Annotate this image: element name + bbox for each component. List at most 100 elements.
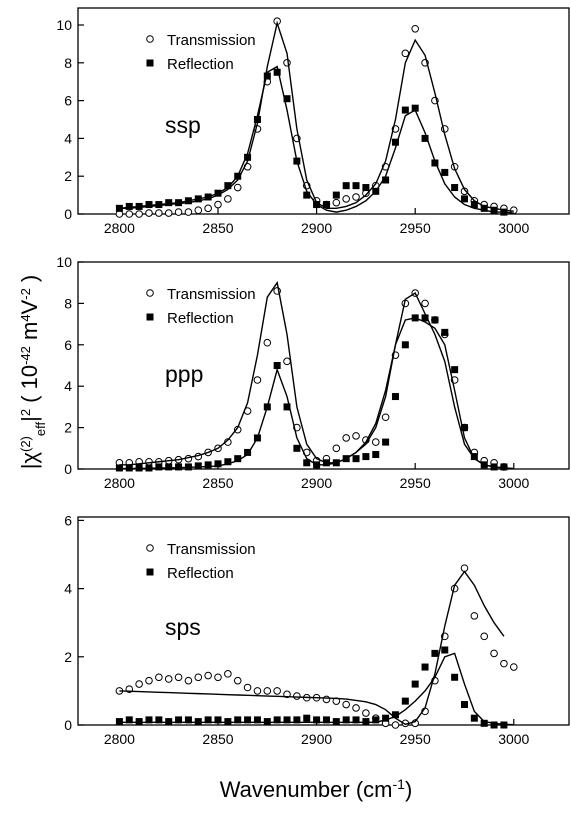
y-axis-label-part: (2): [18, 436, 33, 452]
x-tick-label: 2900: [301, 220, 332, 236]
data-point: [283, 403, 291, 411]
data-point: [224, 458, 232, 466]
fit-line: [119, 20, 514, 212]
data-point: [411, 680, 419, 688]
data-point: [451, 184, 459, 192]
data-point: [283, 95, 291, 103]
data-point: [382, 176, 390, 184]
data-point: [421, 314, 429, 322]
data-point: [451, 366, 459, 374]
data-point: [362, 184, 370, 192]
data-point: [332, 191, 340, 199]
x-tick-label: 2950: [400, 731, 431, 747]
data-point: [480, 632, 489, 641]
data-point: [214, 673, 222, 682]
data-point: [332, 198, 341, 207]
x-tick-label: 2800: [104, 475, 135, 491]
data-point: [342, 700, 350, 709]
data-point: [184, 208, 193, 216]
data-point: [431, 159, 439, 167]
legend-marker: [146, 313, 154, 321]
data-point: [273, 362, 281, 369]
y-tick-label: 10: [56, 17, 72, 33]
legend-marker: [146, 544, 154, 552]
y-axis-label-part: eff: [33, 422, 48, 437]
data-point: [135, 680, 143, 688]
legend-label: Reflection: [167, 310, 234, 327]
data-point: [165, 199, 173, 207]
data-point: [342, 182, 350, 190]
data-point: [283, 59, 291, 67]
data-point: [244, 448, 252, 456]
y-tick-label: 6: [64, 512, 72, 528]
data-point: [460, 195, 468, 203]
x-tick-label: 2800: [104, 731, 135, 747]
data-point: [470, 453, 478, 461]
legend-label: Transmission: [167, 541, 256, 558]
data-point: [155, 463, 163, 471]
data-point: [382, 438, 390, 446]
data-point: [303, 714, 311, 722]
data-point: [233, 183, 242, 192]
fit-line: [119, 317, 514, 470]
data-point: [273, 687, 281, 695]
data-point: [164, 675, 173, 683]
data-point: [115, 718, 123, 726]
y-tick-label: 0: [64, 461, 72, 477]
data-point: [204, 204, 212, 213]
data-point: [431, 649, 439, 657]
y-axis-label-part: V: [17, 299, 42, 314]
data-point: [470, 714, 478, 722]
data-point: [342, 716, 350, 724]
fit-line: [119, 65, 514, 214]
data-point: [293, 716, 301, 724]
data-point: [401, 341, 409, 349]
data-point: [224, 182, 232, 190]
data-point: [490, 649, 498, 658]
data-point: [164, 209, 173, 217]
data-point: [244, 153, 252, 161]
data-point: [263, 72, 271, 80]
data-point: [411, 24, 419, 33]
fit-line: [119, 570, 505, 726]
data-point: [155, 209, 163, 217]
y-axis-label-part: ( 10: [17, 365, 42, 409]
data-point: [322, 201, 330, 209]
data-point: [214, 716, 222, 724]
data-point: [293, 444, 301, 452]
panel-label: ppp: [165, 361, 203, 387]
plot-frame: [77, 516, 570, 726]
data-point: [243, 683, 252, 692]
data-point: [490, 206, 498, 214]
data-point: [401, 49, 410, 58]
data-point: [401, 106, 409, 114]
legend-label: Transmission: [167, 32, 256, 49]
y-tick-label: 2: [64, 168, 72, 184]
y-tick-label: 0: [64, 717, 72, 733]
data-point: [322, 716, 330, 724]
data-point: [115, 464, 123, 472]
data-point: [421, 663, 429, 671]
y-tick-label: 4: [64, 130, 72, 146]
x-axis-label-part: ): [405, 777, 412, 802]
x-tick-label: 3000: [498, 220, 529, 236]
data-point: [244, 716, 252, 724]
data-point: [431, 316, 439, 324]
y-axis-label: |χ(2)eff|2 ( 10-42 m4V-2 ): [17, 275, 48, 470]
data-point: [460, 701, 468, 709]
data-point: [342, 195, 350, 203]
data-point: [175, 716, 183, 724]
x-tick-label: 2850: [202, 220, 233, 236]
data-point: [214, 460, 222, 468]
data-point: [293, 692, 301, 700]
legend-label: Transmission: [167, 286, 256, 303]
data-point: [145, 457, 153, 466]
data-point: [391, 711, 399, 719]
data-point: [470, 201, 478, 209]
data-point: [352, 704, 360, 712]
fit-line: [119, 652, 514, 726]
data-point: [391, 393, 399, 401]
data-point: [441, 168, 449, 176]
data-point: [204, 716, 212, 724]
y-tick-label: 2: [64, 420, 72, 436]
